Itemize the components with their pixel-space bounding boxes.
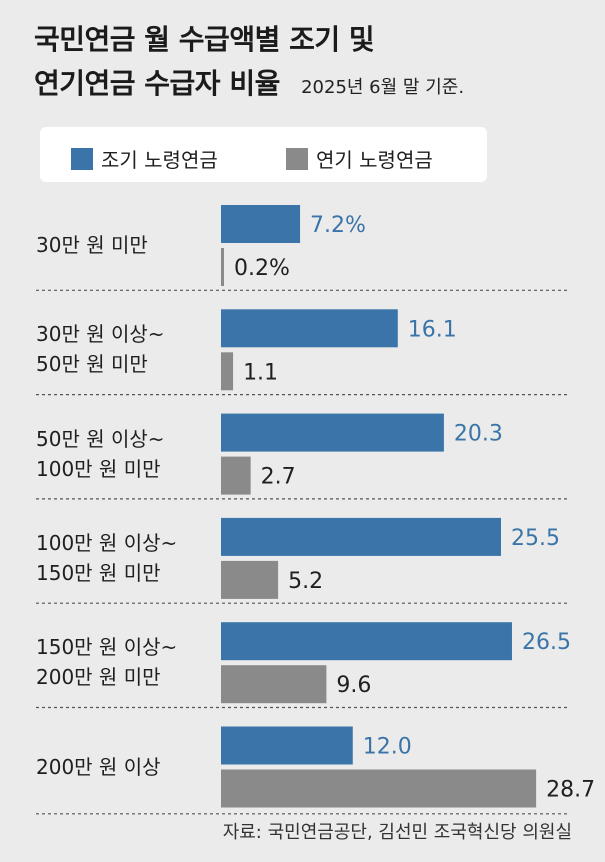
- legend-swatch-early: [71, 147, 93, 170]
- bar-delayed: [221, 665, 327, 704]
- bar-label-delayed: 28.7: [546, 778, 595, 803]
- chart-title-line-1: 국민연금 월 수급액별 조기 및: [34, 23, 375, 56]
- category-label-line: 100만 원 이상~: [36, 530, 178, 555]
- bar-label-early: 16.1: [408, 317, 457, 342]
- category-label-line: 30만 원 미만: [36, 233, 148, 257]
- legend: 조기 노령연금 연기 노령연금: [40, 127, 487, 182]
- source-note: 자료: 국민연금공단, 김선민 조국혁신당 의원실: [222, 822, 572, 843]
- bar-early: [221, 309, 398, 348]
- category-label-line: 150만 원 미만: [36, 560, 161, 585]
- category-label: 30만 원 미만: [36, 230, 148, 260]
- chart-title-line-2: 연기연금 수급자 비율 2025년 6월 말 기준.: [34, 62, 464, 102]
- category-label: 30만 원 이상~ 50만 원 미만: [36, 319, 165, 379]
- bar-label-delayed: 1.1: [243, 360, 278, 385]
- category-label: 150만 원 이상~ 200만 원 미만: [36, 632, 177, 692]
- category-label: 100만 원 이상~ 150만 원 미만: [36, 528, 177, 588]
- bar-label-early: 20.3: [454, 422, 503, 447]
- category-label-line: 100만 원 미만: [36, 456, 161, 481]
- category-label-line: 150만 원 이상~: [36, 635, 178, 660]
- category-label: 50만 원 이상~ 100만 원 미만: [36, 424, 165, 484]
- legend-label-delayed: 연기 노령연금: [316, 148, 433, 172]
- category-label-line: 30만 원 이상~: [36, 322, 165, 347]
- bar-label-delayed: 0.2%: [234, 256, 290, 281]
- bar-label-delayed: 5.2: [288, 569, 323, 594]
- bar-label-early: 26.5: [522, 630, 571, 655]
- category-label-line: 50만 원 이상~: [36, 426, 165, 451]
- bar-label-early: 12.0: [363, 735, 412, 760]
- bar-label-early: 7.2%: [310, 213, 366, 238]
- chart-subtitle: 2025년 6월 말 기준.: [301, 77, 465, 98]
- legend-label-early: 조기 노령연금: [101, 148, 218, 172]
- bar-delayed: [221, 560, 279, 599]
- category-label-line: 200만 원 미만: [36, 665, 161, 690]
- bar-label-delayed: 2.7: [261, 465, 296, 490]
- category-label-line: 200만 원 이상: [36, 754, 161, 779]
- legend-item-delayed: 연기 노령연금: [286, 144, 433, 173]
- bar-delayed: [221, 352, 234, 391]
- bar-early: [221, 413, 444, 452]
- bar-delayed: [221, 456, 251, 495]
- bar-early: [221, 622, 512, 661]
- bar-label-delayed: 9.6: [336, 673, 371, 698]
- bar-early: [221, 726, 353, 765]
- legend-swatch-delayed: [286, 147, 308, 170]
- legend-item-early: 조기 노령연금: [71, 144, 218, 173]
- bar-label-early: 25.5: [511, 526, 560, 551]
- bar-early: [221, 205, 301, 243]
- category-label-line: 50만 원 미만: [36, 352, 148, 377]
- bar-early: [221, 517, 501, 556]
- chart-title-line-2-text: 연기연금 수급자 비율: [34, 67, 280, 100]
- category-label: 200만 원 이상: [36, 752, 161, 782]
- bar-delayed: [221, 248, 224, 286]
- bar-delayed: [221, 769, 537, 808]
